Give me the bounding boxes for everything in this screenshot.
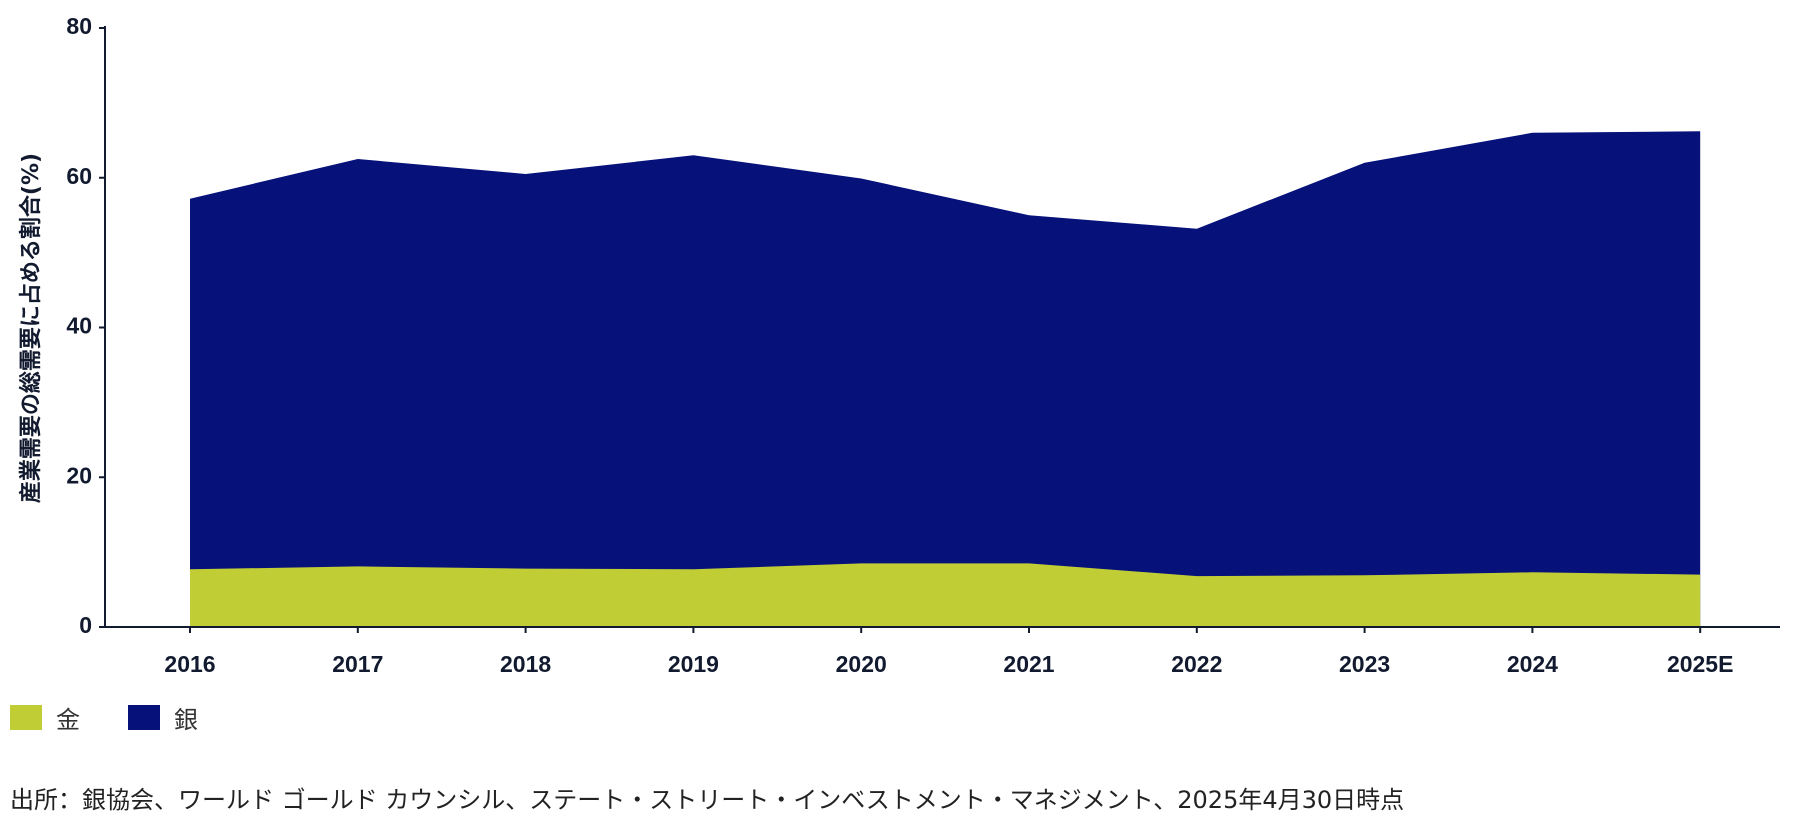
source-note: 出所：銀協会、ワールド ゴールド カウンシル、ステート・ストリート・インベストメ… xyxy=(10,786,1405,814)
y-tick-label: 60 xyxy=(66,163,92,189)
area-layer xyxy=(190,131,1701,628)
y-tick-label: 80 xyxy=(66,13,92,39)
x-tick-label: 2020 xyxy=(836,651,887,677)
legend-swatch-silver xyxy=(128,705,160,730)
x-tick-label: 2022 xyxy=(1171,651,1222,677)
x-tick-label: 2017 xyxy=(332,651,383,677)
y-axis-ticks: 0 20 40 60 80 xyxy=(66,13,105,638)
y-tick-label: 0 xyxy=(79,612,92,638)
legend-label-silver: 銀 xyxy=(174,706,198,734)
y-axis-title: 産業需要の総需要に占める割合(%) xyxy=(18,153,44,503)
legend: 金 銀 xyxy=(10,700,246,735)
x-tick-label: 2019 xyxy=(668,651,719,677)
y-tick-label: 40 xyxy=(66,313,92,339)
x-axis-ticks: 2016 2017 2018 2019 2020 2021 2022 2023 2024 2025… xyxy=(164,627,1733,677)
x-tick-label: 2024 xyxy=(1507,651,1558,677)
legend-label-gold: 金 xyxy=(56,706,80,734)
x-tick-label: 2018 xyxy=(500,651,551,677)
y-tick-label: 20 xyxy=(66,462,92,488)
area-silver xyxy=(190,131,1701,628)
x-tick-label: 2025E xyxy=(1667,651,1734,677)
legend-item-silver: 銀 xyxy=(128,700,198,735)
x-tick-label: 2023 xyxy=(1339,651,1390,677)
legend-swatch-gold xyxy=(10,705,42,730)
legend-item-gold: 金 xyxy=(10,700,80,735)
x-tick-label: 2016 xyxy=(164,651,215,677)
area-gold xyxy=(190,563,1701,627)
x-tick-label: 2021 xyxy=(1003,651,1054,677)
